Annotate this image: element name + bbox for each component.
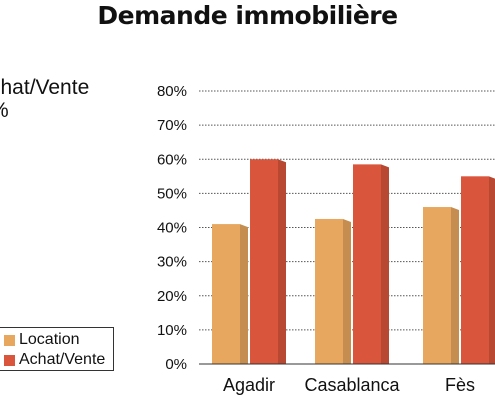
y-tick-label: 10% bbox=[157, 322, 187, 339]
legend-label-location: Location bbox=[19, 331, 80, 348]
legend-item-location: Location bbox=[4, 330, 113, 350]
chart-legend: Location Achat/Vente bbox=[0, 327, 114, 371]
bar-achat-vente bbox=[250, 159, 278, 364]
y-tick-label: 40% bbox=[157, 220, 187, 237]
legend-swatch-location bbox=[4, 334, 15, 346]
cropped-side-label: chat/Vente % bbox=[0, 76, 89, 122]
bar-side-location bbox=[451, 207, 459, 364]
bar-location bbox=[212, 224, 240, 364]
chart-title: Demande immobilière bbox=[97, 1, 398, 30]
y-tick-label: 50% bbox=[157, 185, 187, 202]
legend-label-achat-vente: Achat/Vente bbox=[19, 351, 106, 368]
y-tick-label: 60% bbox=[157, 151, 187, 168]
y-tick-label: 70% bbox=[157, 117, 187, 134]
side-label-line-1: chat/Vente bbox=[0, 76, 90, 99]
y-tick-label: 80% bbox=[157, 83, 187, 100]
bar-achat-vente bbox=[461, 176, 489, 364]
legend-item-achat-vente: Achat/Vente bbox=[4, 350, 113, 370]
side-label-line-2: % bbox=[0, 99, 89, 122]
bar-side-achat-vente bbox=[489, 176, 495, 364]
x-category-label: Fès bbox=[445, 375, 475, 395]
legend-swatch-achat-vente bbox=[4, 354, 15, 366]
bar-location bbox=[423, 207, 451, 364]
bar-achat-vente bbox=[353, 164, 381, 364]
bar-side-location bbox=[343, 218, 351, 364]
bar-side-achat-vente bbox=[381, 164, 389, 364]
x-category-label: Casablanca bbox=[304, 375, 400, 395]
y-tick-label: 0% bbox=[165, 356, 187, 373]
bar-side-achat-vente bbox=[278, 159, 286, 364]
y-tick-label: 30% bbox=[157, 254, 187, 271]
y-tick-label: 20% bbox=[157, 288, 187, 305]
x-category-label: Agadir bbox=[223, 375, 275, 395]
bar-side-location bbox=[240, 224, 248, 364]
bar-location bbox=[315, 218, 343, 364]
